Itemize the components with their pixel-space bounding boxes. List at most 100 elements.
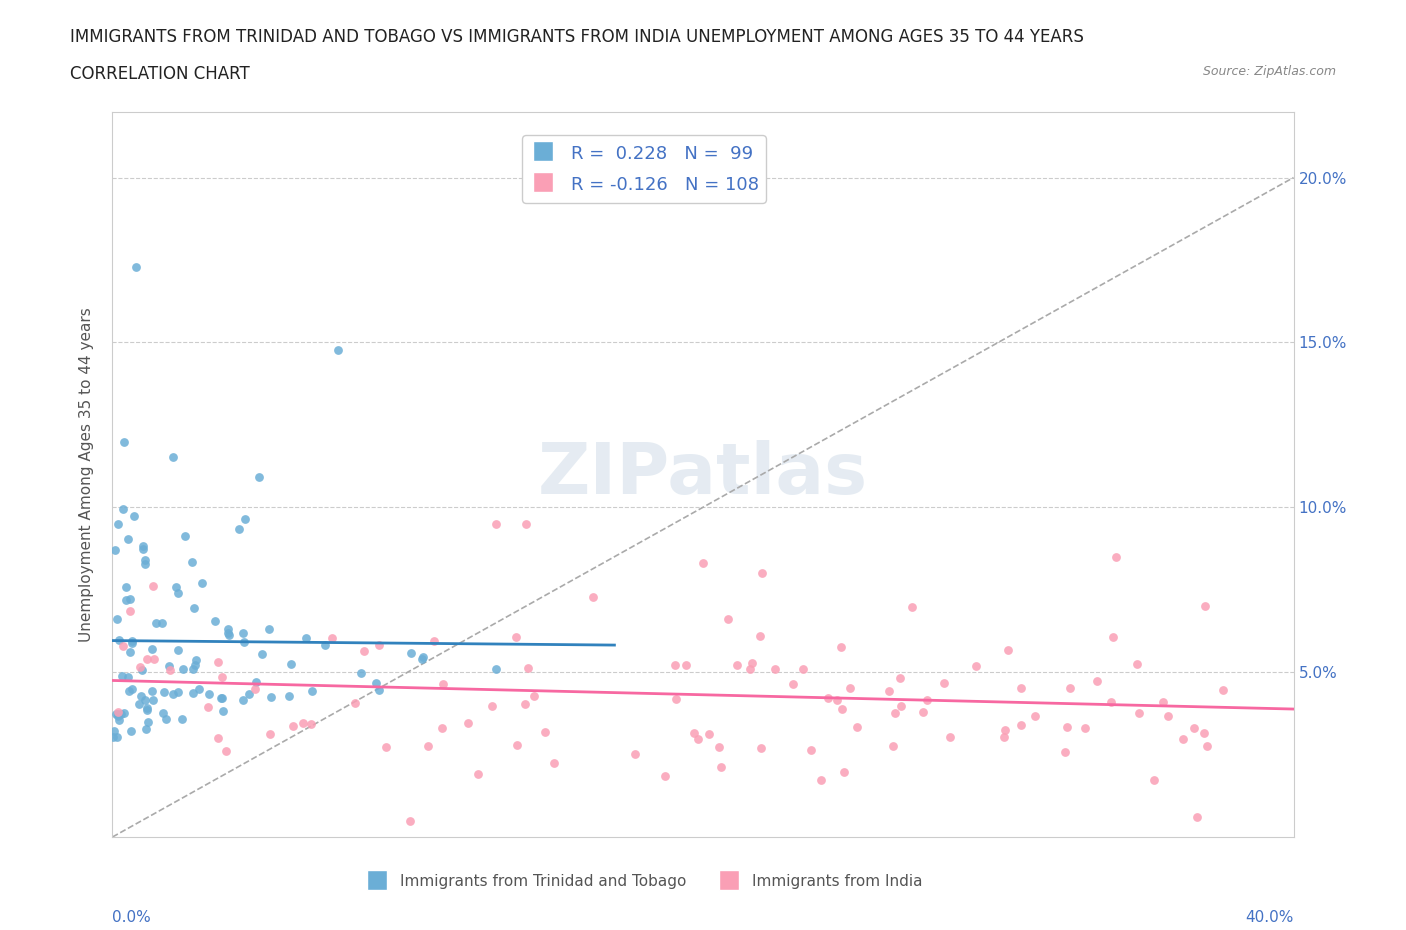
Point (211, 691, 233, 706)
Point (232, 626, 254, 641)
Point (725, 658, 748, 672)
Point (257, 621, 280, 636)
Point (207, 730, 229, 745)
Point (107, 709, 129, 724)
Point (291, 716, 314, 731)
Point (183, 601, 205, 616)
Point (915, 693, 938, 708)
Point (110, 669, 132, 684)
Point (430, 720, 453, 735)
Point (141, 684, 163, 698)
Point (281, 719, 304, 734)
Point (664, 658, 686, 672)
Point (411, 651, 433, 666)
Text: IMMIGRANTS FROM TRINIDAD AND TOBAGO VS IMMIGRANTS FROM INDIA UNEMPLOYMENT AMONG : IMMIGRANTS FROM TRINIDAD AND TOBAGO VS I… (70, 28, 1084, 46)
Point (232, 634, 254, 649)
Point (132, 538, 155, 553)
Point (741, 656, 763, 671)
Point (912, 705, 935, 720)
Point (294, 631, 316, 646)
Point (181, 661, 204, 676)
Point (416, 739, 439, 754)
Point (399, 813, 422, 828)
Point (211, 670, 233, 684)
Point (128, 697, 150, 711)
Point (112, 434, 135, 449)
Point (143, 651, 166, 666)
Point (197, 700, 219, 715)
Point (890, 698, 912, 713)
Point (165, 579, 187, 594)
Point (212, 704, 235, 719)
Point (1143, 773, 1166, 788)
Point (1024, 709, 1046, 724)
Point (364, 675, 387, 690)
Point (375, 740, 398, 755)
Text: 0.0%: 0.0% (112, 910, 152, 924)
Point (997, 643, 1019, 658)
Point (107, 516, 129, 531)
Point (654, 768, 676, 783)
Point (301, 684, 323, 698)
Point (233, 512, 256, 526)
Point (485, 516, 508, 531)
Point (136, 702, 159, 717)
Point (697, 726, 720, 741)
Point (877, 684, 900, 698)
Point (882, 738, 904, 753)
Point (817, 690, 839, 705)
Point (280, 657, 302, 671)
Point (1182, 721, 1205, 736)
Point (748, 629, 770, 644)
Point (523, 689, 546, 704)
Point (191, 576, 214, 591)
Point (367, 638, 389, 653)
Point (1010, 718, 1032, 733)
Point (101, 729, 124, 744)
Point (543, 756, 565, 771)
Point (1074, 721, 1097, 736)
Point (1152, 695, 1174, 710)
Point (120, 644, 142, 659)
Point (134, 556, 156, 571)
Point (245, 674, 267, 689)
Point (108, 632, 131, 647)
Point (321, 631, 343, 645)
Point (1128, 706, 1150, 721)
Point (751, 565, 773, 580)
Point (343, 696, 366, 711)
Point (353, 644, 375, 658)
Point (1054, 744, 1077, 759)
Point (104, 706, 127, 721)
Point (513, 697, 536, 711)
Point (1126, 657, 1149, 671)
Text: 40.0%: 40.0% (1246, 910, 1294, 924)
Point (150, 616, 173, 631)
Point (260, 689, 283, 704)
Point (183, 685, 205, 700)
Point (120, 724, 142, 738)
Point (125, 259, 148, 274)
Point (131, 662, 153, 677)
Point (830, 640, 852, 655)
Point (145, 616, 167, 631)
Point (939, 730, 962, 745)
Point (197, 686, 219, 701)
Point (259, 727, 281, 742)
Point (121, 635, 143, 650)
Point (243, 682, 266, 697)
Point (328, 342, 350, 357)
Point (228, 522, 250, 537)
Point (155, 711, 177, 726)
Point (994, 723, 1017, 737)
Point (932, 675, 955, 690)
Point (900, 600, 922, 615)
Point (120, 591, 142, 606)
Point (232, 693, 254, 708)
Point (118, 604, 141, 618)
Point (207, 655, 229, 670)
Point (114, 592, 136, 607)
Point (122, 508, 145, 523)
Point (218, 628, 240, 643)
Point (141, 642, 163, 657)
